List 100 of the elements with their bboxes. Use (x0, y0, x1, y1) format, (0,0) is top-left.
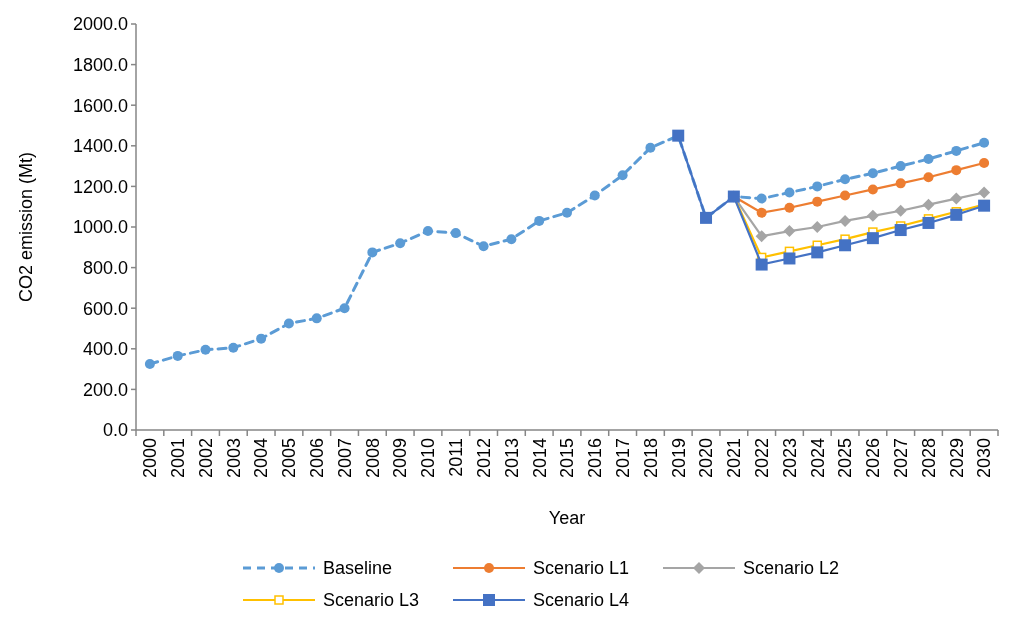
y-tick-label: 1800.0 (72, 54, 128, 75)
point (283, 318, 294, 329)
x-tick-label: 2009 (390, 438, 411, 479)
x-tick-label: 2007 (334, 438, 355, 479)
point (950, 208, 963, 221)
x-tick-label: 2010 (418, 438, 439, 479)
point (506, 234, 517, 245)
point (923, 154, 934, 164)
point (950, 192, 963, 205)
x-tick-label: 2019 (668, 438, 689, 479)
point (839, 214, 852, 227)
point (840, 190, 851, 201)
point (589, 190, 600, 201)
legend-label: Scenario L1 (533, 558, 630, 579)
point (755, 230, 768, 243)
point (812, 181, 823, 192)
x-tick-label: 2024 (807, 438, 828, 479)
point (894, 224, 907, 237)
point (756, 207, 767, 218)
point (172, 350, 183, 361)
x-tick-label: 2008 (362, 438, 383, 479)
x-tick-label: 2028 (918, 438, 939, 479)
x-tick-label: 2011 (446, 438, 467, 477)
x-tick-label: 2015 (557, 438, 578, 479)
x-tick-label: 2022 (751, 438, 772, 479)
point (811, 246, 824, 259)
y-tick-label: 200.0 (82, 379, 128, 400)
x-tick-label: 2016 (585, 438, 606, 479)
point (866, 209, 879, 222)
x-tick-label: 2025 (835, 438, 856, 479)
point (256, 333, 267, 344)
point (534, 215, 545, 226)
point (422, 226, 433, 237)
x-tick-label: 2001 (168, 438, 189, 479)
point (923, 172, 934, 183)
y-tick-label: 2000.0 (72, 14, 128, 35)
y-tick-label: 600.0 (82, 298, 128, 319)
point (840, 174, 851, 185)
y-tick-label: 800.0 (82, 257, 128, 278)
point (811, 221, 824, 233)
legend-label: Scenario L2 (743, 558, 840, 579)
x-tick-label: 2026 (863, 438, 884, 479)
x-tick-label: 2017 (612, 438, 633, 479)
point (450, 228, 461, 239)
point (978, 186, 991, 199)
point (812, 196, 823, 207)
point (367, 247, 378, 258)
x-tick-label: 2021 (724, 438, 745, 479)
x-tick-label: 2020 (696, 438, 717, 479)
y-tick-label: 1000.0 (72, 217, 128, 238)
x-tick-label: 2030 (974, 438, 995, 479)
point (755, 258, 768, 271)
legend-label: Scenario L4 (533, 590, 630, 611)
x-tick-label: 2027 (890, 438, 911, 479)
y-axis-title: CO2 emission (Mt) (16, 151, 37, 303)
point (784, 202, 795, 213)
point (867, 184, 878, 195)
point (144, 359, 155, 370)
point (783, 252, 796, 265)
y-tick-label: 1600.0 (72, 95, 128, 116)
x-tick-label: 2002 (195, 438, 216, 479)
point (756, 193, 767, 204)
point (645, 142, 656, 153)
x-tick-label: 2018 (640, 438, 661, 479)
point (200, 344, 211, 355)
point (979, 137, 990, 148)
x-tick-label: 2006 (307, 438, 328, 479)
x-tick-label: 2012 (473, 438, 494, 479)
point (839, 239, 852, 252)
point (395, 238, 406, 249)
legend-label: Baseline (323, 558, 393, 579)
point (922, 198, 935, 211)
point (228, 342, 239, 353)
point (311, 313, 322, 324)
x-tick-label: 2005 (279, 438, 300, 479)
x-tick-label: 2029 (946, 438, 967, 479)
point (562, 207, 572, 218)
point (339, 303, 350, 314)
y-tick-label: 1400.0 (72, 136, 128, 157)
point (895, 161, 906, 172)
y-tick-label: 400.0 (82, 339, 128, 360)
point (951, 145, 962, 156)
point (922, 216, 935, 229)
x-tick-label: 2013 (501, 438, 522, 479)
point (866, 232, 879, 245)
point (784, 187, 795, 198)
point (783, 225, 796, 238)
x-axis-title: Year (548, 508, 586, 528)
y-tick-label: 1200.0 (72, 176, 128, 197)
point (895, 178, 906, 189)
point (867, 168, 878, 179)
point (894, 204, 907, 217)
legend-label: Scenario L3 (323, 590, 420, 611)
y-tick-label: 0.0 (102, 420, 128, 441)
point (478, 241, 489, 252)
x-tick-label: 2014 (529, 438, 550, 479)
x-tick-label: 2000 (140, 438, 161, 479)
x-tick-label: 2023 (779, 438, 800, 479)
point (951, 165, 962, 176)
point (979, 158, 990, 169)
